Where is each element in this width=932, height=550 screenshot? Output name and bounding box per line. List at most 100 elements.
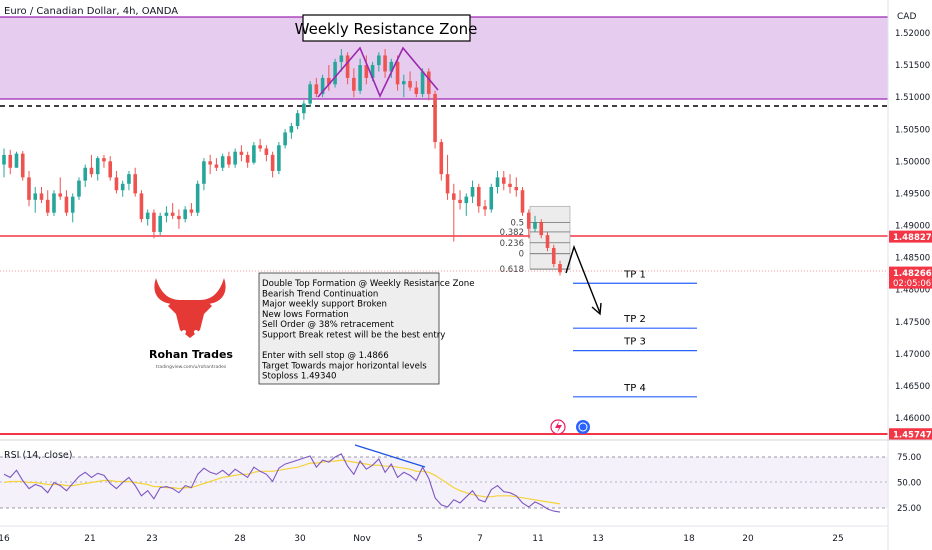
candle bbox=[245, 151, 250, 168]
rsi-tick: 25.00 bbox=[897, 504, 921, 514]
zone-label: Weekly Resistance Zone bbox=[295, 20, 478, 38]
candle bbox=[27, 170, 31, 207]
candle bbox=[302, 100, 306, 120]
candle bbox=[270, 151, 275, 178]
candle bbox=[283, 129, 287, 149]
candle bbox=[102, 154, 106, 168]
symbol-title: Euro / Canadian Dollar, 4h, OANDA bbox=[4, 6, 178, 17]
svg-text:1.45747: 1.45747 bbox=[893, 431, 932, 441]
svg-text:1.48266: 1.48266 bbox=[893, 269, 932, 279]
candle bbox=[83, 164, 88, 187]
candle bbox=[464, 193, 469, 216]
candle bbox=[377, 52, 381, 72]
time-ticks: 16 21 23 28 30 Nov 5 7 11 13 18 20 25 bbox=[0, 534, 844, 544]
note-line: Enter with sell stop @ 1.4866 bbox=[262, 351, 389, 361]
candle bbox=[45, 190, 50, 216]
currency-label: CAD bbox=[897, 12, 916, 22]
time-tick: 13 bbox=[592, 534, 603, 544]
candle bbox=[277, 142, 281, 175]
rsi-tick: 50.00 bbox=[897, 479, 921, 489]
svg-text:02:05:06: 02:05:06 bbox=[893, 279, 931, 289]
candle bbox=[152, 209, 156, 239]
candle bbox=[314, 77, 319, 98]
candle bbox=[345, 52, 350, 85]
lightning-icon[interactable] bbox=[550, 419, 566, 435]
candle bbox=[427, 68, 431, 101]
candle bbox=[52, 190, 56, 216]
tp-label: TP 2 bbox=[623, 314, 646, 325]
candle bbox=[70, 193, 75, 223]
candle bbox=[364, 55, 369, 85]
logo-name: Rohan Trades bbox=[149, 348, 233, 361]
candle bbox=[352, 68, 356, 98]
candle bbox=[402, 74, 406, 98]
time-tick: 7 bbox=[477, 534, 483, 544]
price-tick: 1.48500 bbox=[895, 254, 930, 264]
candle bbox=[8, 149, 13, 175]
tp-label: TP 1 bbox=[623, 269, 646, 280]
notes-text: Double Top Formation @ Weekly Resistance… bbox=[261, 279, 475, 382]
candle bbox=[95, 156, 100, 181]
candle bbox=[520, 187, 525, 216]
candle bbox=[139, 190, 144, 223]
note-line: Target Towards major horizontal levels bbox=[261, 361, 427, 371]
rsi-ma-line bbox=[3, 459, 561, 505]
candle bbox=[295, 110, 300, 130]
candle bbox=[39, 187, 44, 204]
candle bbox=[483, 199, 487, 216]
candle bbox=[558, 260, 562, 276]
price-tick: 1.51500 bbox=[895, 61, 930, 71]
time-tick: 11 bbox=[532, 534, 543, 544]
candle bbox=[458, 190, 462, 210]
time-tick: 18 bbox=[683, 534, 695, 544]
price-tick: 1.47500 bbox=[895, 318, 930, 328]
time-tick: 5 bbox=[417, 534, 423, 544]
logo-url: tradingview.com/u/rohantrades bbox=[156, 364, 227, 370]
candle bbox=[108, 156, 113, 181]
note-line: Bearish Trend Continuation bbox=[262, 289, 378, 299]
candle bbox=[183, 206, 187, 223]
price-ticks: 1.52000 1.51500 1.51000 1.50500 1.50000 1.495… bbox=[895, 29, 930, 424]
globe-icon[interactable] bbox=[576, 420, 590, 434]
candle bbox=[33, 187, 38, 213]
price-tick: 1.51000 bbox=[895, 93, 930, 103]
candle bbox=[414, 81, 419, 98]
candle bbox=[539, 219, 544, 239]
candle bbox=[127, 170, 131, 191]
candle bbox=[445, 154, 450, 200]
candle bbox=[551, 244, 556, 268]
candle bbox=[164, 206, 169, 223]
candle bbox=[208, 154, 212, 175]
candle bbox=[508, 174, 512, 194]
fib-label: 0 bbox=[519, 250, 524, 260]
candle bbox=[358, 58, 362, 94]
candle bbox=[58, 177, 63, 200]
rsi-line bbox=[3, 453, 561, 513]
fib-label: 0.618 bbox=[500, 265, 524, 275]
tp-label: TP 3 bbox=[623, 337, 646, 348]
candle bbox=[495, 170, 500, 194]
candle bbox=[214, 158, 219, 171]
candle bbox=[489, 183, 494, 213]
tp-levels: TP 1 TP 2 TP 3 TP 4 bbox=[573, 269, 697, 398]
fib-label: 0.236 bbox=[500, 239, 524, 249]
price-tick: 1.50500 bbox=[895, 125, 930, 135]
time-tick: 21 bbox=[84, 534, 95, 544]
candle bbox=[327, 65, 331, 91]
candle bbox=[389, 58, 394, 78]
candle bbox=[476, 183, 481, 213]
price-tick: 1.49000 bbox=[895, 222, 930, 232]
double-top-pattern bbox=[317, 46, 439, 98]
price-badge: 1.48827 bbox=[889, 230, 932, 243]
arrowhead-icon bbox=[591, 302, 602, 316]
candle bbox=[258, 138, 262, 152]
candle bbox=[202, 158, 206, 191]
candle bbox=[526, 209, 531, 239]
note-line: Major weekly support Broken bbox=[262, 300, 387, 310]
candle bbox=[114, 170, 119, 194]
time-tick: 30 bbox=[294, 534, 306, 544]
